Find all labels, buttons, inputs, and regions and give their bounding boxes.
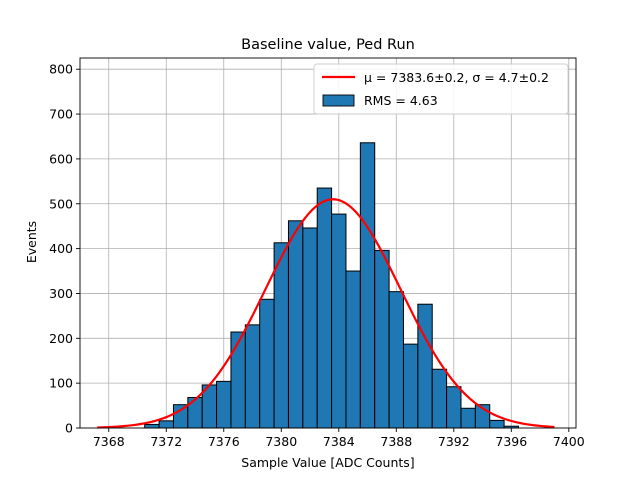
- legend-entry-rms: RMS = 4.63: [364, 93, 438, 108]
- chart-title: Baseline value, Ped Run: [241, 37, 415, 53]
- y-tick-label: 700: [49, 107, 73, 122]
- y-tick-label: 400: [49, 241, 73, 256]
- x-tick-label: 7392: [438, 434, 470, 449]
- histogram-bar: [287, 220, 304, 429]
- histogram-bar: [489, 419, 505, 429]
- histogram-bar: [402, 343, 419, 429]
- histogram-bar: [302, 227, 318, 429]
- y-tick-label: 300: [49, 286, 73, 301]
- histogram-bar: [172, 404, 189, 429]
- histogram-bar: [216, 380, 232, 429]
- y-tick-label: 600: [49, 151, 73, 166]
- y-tick-label: 200: [49, 331, 73, 346]
- histogram-bar: [460, 407, 476, 429]
- histogram-bar: [273, 242, 289, 429]
- histogram-bar: [345, 270, 361, 429]
- histogram-bar: [158, 420, 174, 429]
- y-tick-label: 800: [49, 62, 73, 77]
- x-axis-ticks: 7368 7372 7376 7380 7384 7388 7392 7396 7400: [93, 428, 585, 449]
- histogram-bar: [259, 298, 275, 429]
- gaussian-fit-curve: [97, 198, 555, 429]
- y-axis-label: Events: [24, 221, 39, 263]
- x-axis-label: Sample Value [ADC Counts]: [241, 455, 414, 470]
- x-tick-label: 7380: [265, 434, 297, 449]
- histogram-bar: [417, 303, 433, 429]
- x-tick-label: 7372: [150, 434, 182, 449]
- x-tick-label: 7376: [208, 434, 240, 449]
- x-tick-label: 7388: [380, 434, 412, 449]
- y-tick-label: 100: [49, 376, 73, 391]
- histogram-bar: [359, 142, 376, 429]
- histogram-bar: [230, 331, 246, 429]
- histogram-bar: [244, 324, 261, 429]
- histogram-bar: [187, 397, 203, 429]
- y-axis-ticks: 0 100 200 300 400 500 600 700 800: [49, 62, 80, 436]
- histogram-bar: [331, 213, 347, 429]
- histogram-bars: [144, 142, 519, 429]
- histogram-bar: [144, 423, 160, 429]
- plot-frame: [79, 57, 577, 429]
- x-tick-label: 7400: [553, 434, 585, 449]
- legend-bar-swatch: [322, 94, 355, 107]
- x-tick-label: 7368: [93, 434, 125, 449]
- histogram-bar: [374, 249, 390, 429]
- y-tick-label: 500: [49, 196, 73, 211]
- legend-box: [313, 63, 569, 115]
- x-tick-label: 7396: [495, 434, 527, 449]
- histogram-bar: [431, 368, 448, 429]
- legend-entry-fit: μ = 7383.6±0.2, σ = 4.7±0.2: [364, 70, 549, 85]
- x-tick-label: 7384: [323, 434, 355, 449]
- y-tick-label: 0: [65, 421, 73, 436]
- histogram-bar: [446, 386, 462, 429]
- histogram-bar: [316, 187, 333, 429]
- legend: μ = 7383.6±0.2, σ = 4.7±0.2 RMS = 4.63: [313, 63, 569, 115]
- histogram-bar: [388, 291, 404, 429]
